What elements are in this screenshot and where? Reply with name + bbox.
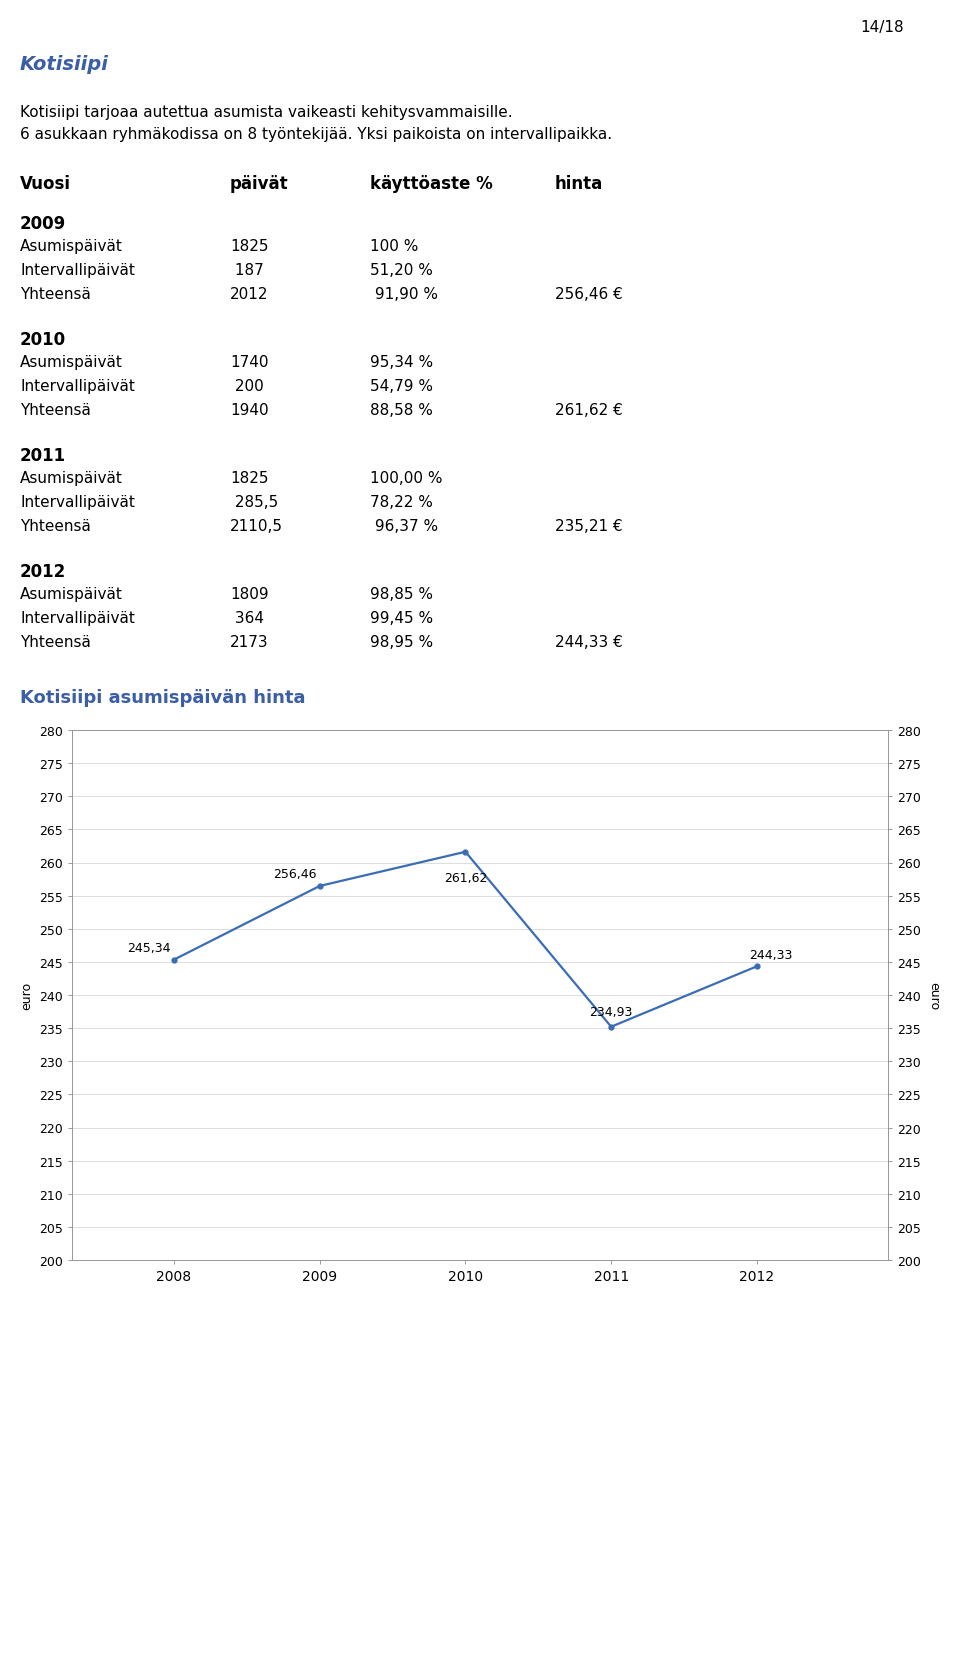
Text: 98,95 %: 98,95 % [370, 635, 433, 650]
Text: Asumispäivät: Asumispäivät [20, 586, 123, 601]
Text: 100,00 %: 100,00 % [370, 470, 443, 486]
Text: Asumispäivät: Asumispäivät [20, 470, 123, 486]
Text: 245,34: 245,34 [128, 941, 171, 954]
Text: 200: 200 [230, 378, 264, 393]
Text: 2009: 2009 [20, 215, 66, 234]
Text: 187: 187 [230, 262, 264, 277]
Text: 6 asukkaan ryhmäkodissa on 8 työntekijää. Yksi paikoista on intervallipaikka.: 6 asukkaan ryhmäkodissa on 8 työntekijää… [20, 128, 612, 141]
Text: Yhteensä: Yhteensä [20, 287, 91, 302]
Text: 78,22 %: 78,22 % [370, 494, 433, 509]
Text: 244,33: 244,33 [749, 948, 792, 961]
Text: 1825: 1825 [230, 470, 269, 486]
Text: 96,37 %: 96,37 % [370, 519, 438, 534]
Text: käyttöaste %: käyttöaste % [370, 175, 492, 193]
Text: 98,85 %: 98,85 % [370, 586, 433, 601]
Text: 1809: 1809 [230, 586, 269, 601]
Text: 51,20 %: 51,20 % [370, 262, 433, 277]
Text: Intervallipäivät: Intervallipäivät [20, 494, 134, 509]
Text: 91,90 %: 91,90 % [370, 287, 438, 302]
Text: 256,46 €: 256,46 € [555, 287, 623, 302]
Text: Yhteensä: Yhteensä [20, 403, 91, 418]
Text: 256,46: 256,46 [273, 869, 317, 880]
Text: Intervallipäivät: Intervallipäivät [20, 378, 134, 393]
Text: 1940: 1940 [230, 403, 269, 418]
Text: Intervallipäivät: Intervallipäivät [20, 262, 134, 277]
Y-axis label: euro: euro [20, 981, 34, 1010]
Text: 2110,5: 2110,5 [230, 519, 283, 534]
Text: Kotisiipi tarjoaa autettua asumista vaikeasti kehitysvammaisille.: Kotisiipi tarjoaa autettua asumista vaik… [20, 104, 513, 119]
Text: 285,5: 285,5 [230, 494, 278, 509]
Text: 54,79 %: 54,79 % [370, 378, 433, 393]
Text: Kotisiipi asumispäivän hinta: Kotisiipi asumispäivän hinta [20, 689, 305, 707]
Text: 88,58 %: 88,58 % [370, 403, 433, 418]
Text: Vuosi: Vuosi [20, 175, 71, 193]
Text: Yhteensä: Yhteensä [20, 519, 91, 534]
Text: 2011: 2011 [20, 447, 66, 465]
Text: 2010: 2010 [20, 331, 66, 349]
Text: hinta: hinta [555, 175, 603, 193]
Text: Intervallipäivät: Intervallipäivät [20, 610, 134, 625]
Text: 261,62 €: 261,62 € [555, 403, 623, 418]
Text: 14/18: 14/18 [860, 20, 903, 35]
Text: päivät: päivät [230, 175, 289, 193]
Text: 99,45 %: 99,45 % [370, 610, 433, 625]
Text: Yhteensä: Yhteensä [20, 635, 91, 650]
Text: 2012: 2012 [20, 563, 66, 581]
Text: 1740: 1740 [230, 354, 269, 370]
Text: Kotisiipi: Kotisiipi [20, 55, 108, 74]
Y-axis label: euro: euro [927, 981, 941, 1010]
Text: 244,33 €: 244,33 € [555, 635, 623, 650]
Text: 2012: 2012 [230, 287, 269, 302]
Text: 235,21 €: 235,21 € [555, 519, 623, 534]
Text: 261,62: 261,62 [444, 872, 487, 885]
Text: Asumispäivät: Asumispäivät [20, 239, 123, 254]
Text: 1825: 1825 [230, 239, 269, 254]
Text: 95,34 %: 95,34 % [370, 354, 433, 370]
Text: 2173: 2173 [230, 635, 269, 650]
Text: 234,93: 234,93 [589, 1006, 633, 1018]
Text: Asumispäivät: Asumispäivät [20, 354, 123, 370]
Text: 364: 364 [230, 610, 264, 625]
Text: 100 %: 100 % [370, 239, 419, 254]
